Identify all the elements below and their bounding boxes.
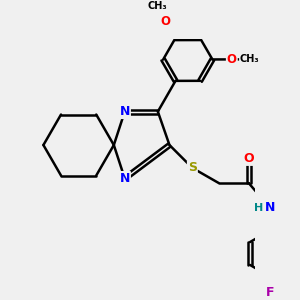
Text: CH₃: CH₃ [147,1,167,11]
Text: N: N [120,105,130,118]
Text: CH₃: CH₃ [240,54,259,64]
Text: O: O [243,152,254,165]
Text: N: N [265,201,275,214]
Text: O: O [227,53,237,66]
Text: H: H [254,203,263,213]
Text: F: F [266,286,274,299]
Text: N: N [120,172,130,185]
Text: O: O [161,15,171,28]
Text: S: S [188,161,197,174]
